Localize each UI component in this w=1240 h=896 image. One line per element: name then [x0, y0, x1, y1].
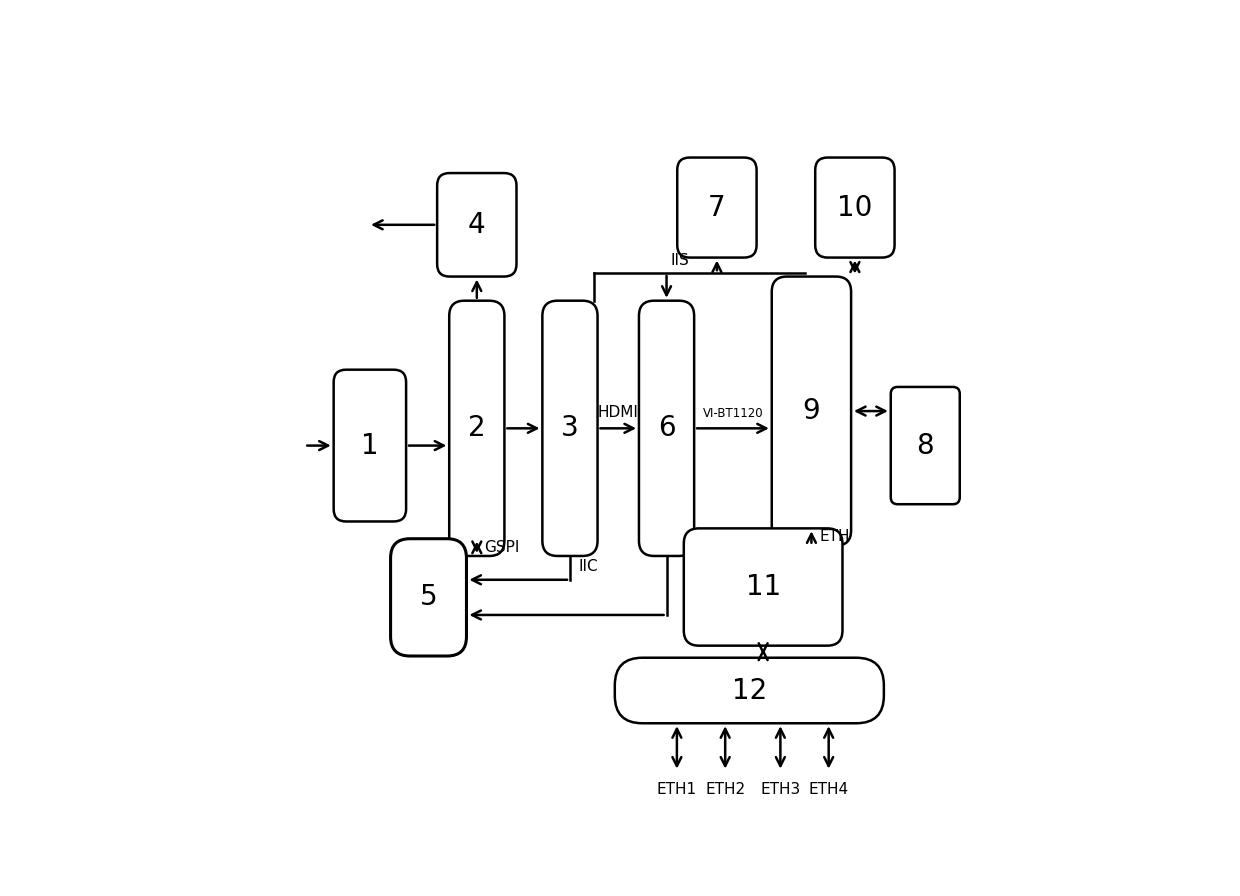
Text: 10: 10 [837, 194, 873, 221]
Text: 7: 7 [708, 194, 725, 221]
Text: ETH3: ETH3 [760, 782, 801, 797]
Text: IIC: IIC [578, 559, 598, 574]
Text: ETH4: ETH4 [808, 782, 848, 797]
Text: ETH2: ETH2 [706, 782, 745, 797]
Text: 8: 8 [916, 432, 934, 460]
FancyBboxPatch shape [771, 277, 851, 546]
Text: ETH1: ETH1 [657, 782, 697, 797]
Text: HDMI: HDMI [598, 405, 639, 420]
Text: 5: 5 [419, 583, 438, 611]
Text: 6: 6 [657, 414, 676, 443]
FancyBboxPatch shape [815, 158, 894, 257]
Text: 2: 2 [467, 414, 486, 443]
FancyBboxPatch shape [639, 301, 694, 556]
FancyBboxPatch shape [615, 658, 884, 723]
Text: 1: 1 [361, 432, 378, 460]
FancyBboxPatch shape [890, 387, 960, 504]
FancyBboxPatch shape [391, 538, 466, 656]
FancyBboxPatch shape [438, 173, 517, 277]
FancyBboxPatch shape [677, 158, 756, 257]
Text: 4: 4 [467, 211, 486, 239]
Text: 9: 9 [802, 397, 821, 425]
FancyBboxPatch shape [334, 370, 407, 521]
Text: VI-BT1120: VI-BT1120 [703, 407, 764, 420]
Text: GSPI: GSPI [484, 540, 520, 555]
Text: 12: 12 [732, 676, 768, 704]
Text: 3: 3 [560, 414, 579, 443]
FancyBboxPatch shape [542, 301, 598, 556]
FancyBboxPatch shape [449, 301, 505, 556]
FancyBboxPatch shape [683, 529, 842, 646]
Text: IIS: IIS [671, 253, 689, 268]
Text: 11: 11 [745, 573, 781, 601]
Text: ETH: ETH [820, 530, 851, 545]
